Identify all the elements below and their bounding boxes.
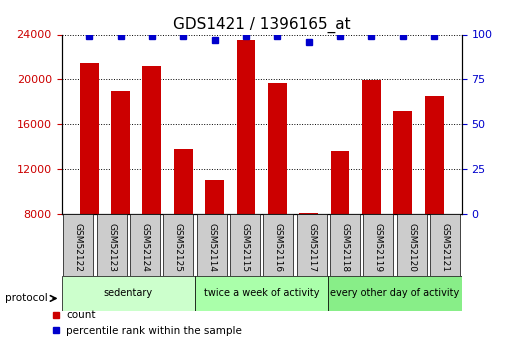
FancyBboxPatch shape <box>263 214 293 276</box>
FancyBboxPatch shape <box>96 214 127 276</box>
FancyBboxPatch shape <box>297 214 327 276</box>
Bar <box>205 180 224 304</box>
FancyBboxPatch shape <box>230 214 260 276</box>
FancyBboxPatch shape <box>430 214 460 276</box>
Text: GSM52118: GSM52118 <box>341 223 349 272</box>
Text: twice a week of activity: twice a week of activity <box>204 288 320 298</box>
FancyBboxPatch shape <box>195 276 328 310</box>
Bar <box>236 40 255 304</box>
Text: GSM52119: GSM52119 <box>374 223 383 272</box>
FancyBboxPatch shape <box>62 276 195 310</box>
Bar <box>174 149 193 304</box>
Text: GSM52120: GSM52120 <box>407 223 416 272</box>
Text: GSM52123: GSM52123 <box>107 223 116 272</box>
Bar <box>268 83 287 304</box>
Bar <box>143 66 161 304</box>
FancyBboxPatch shape <box>328 276 462 310</box>
Bar <box>362 80 381 304</box>
FancyBboxPatch shape <box>363 214 393 276</box>
Text: protocol: protocol <box>5 294 48 303</box>
Bar <box>111 90 130 304</box>
Bar <box>425 96 444 304</box>
Text: GSM52116: GSM52116 <box>274 223 283 272</box>
Title: GDS1421 / 1396165_at: GDS1421 / 1396165_at <box>173 17 350 33</box>
Legend: count, percentile rank within the sample: count, percentile rank within the sample <box>46 306 246 340</box>
Text: GSM52124: GSM52124 <box>141 223 149 272</box>
FancyBboxPatch shape <box>196 214 227 276</box>
FancyBboxPatch shape <box>63 214 93 276</box>
Text: GSM52114: GSM52114 <box>207 223 216 272</box>
Text: GSM52121: GSM52121 <box>441 223 449 272</box>
Bar <box>393 111 412 304</box>
Bar <box>80 62 98 304</box>
Bar <box>299 213 318 304</box>
Text: GSM52115: GSM52115 <box>241 223 249 272</box>
Text: every other day of activity: every other day of activity <box>330 288 460 298</box>
Text: sedentary: sedentary <box>104 288 153 298</box>
FancyBboxPatch shape <box>163 214 193 276</box>
FancyBboxPatch shape <box>397 214 427 276</box>
Text: GSM52122: GSM52122 <box>74 223 83 272</box>
Text: GSM52117: GSM52117 <box>307 223 316 272</box>
FancyBboxPatch shape <box>130 214 160 276</box>
Text: GSM52125: GSM52125 <box>174 223 183 272</box>
Bar <box>330 151 349 304</box>
FancyBboxPatch shape <box>330 214 360 276</box>
